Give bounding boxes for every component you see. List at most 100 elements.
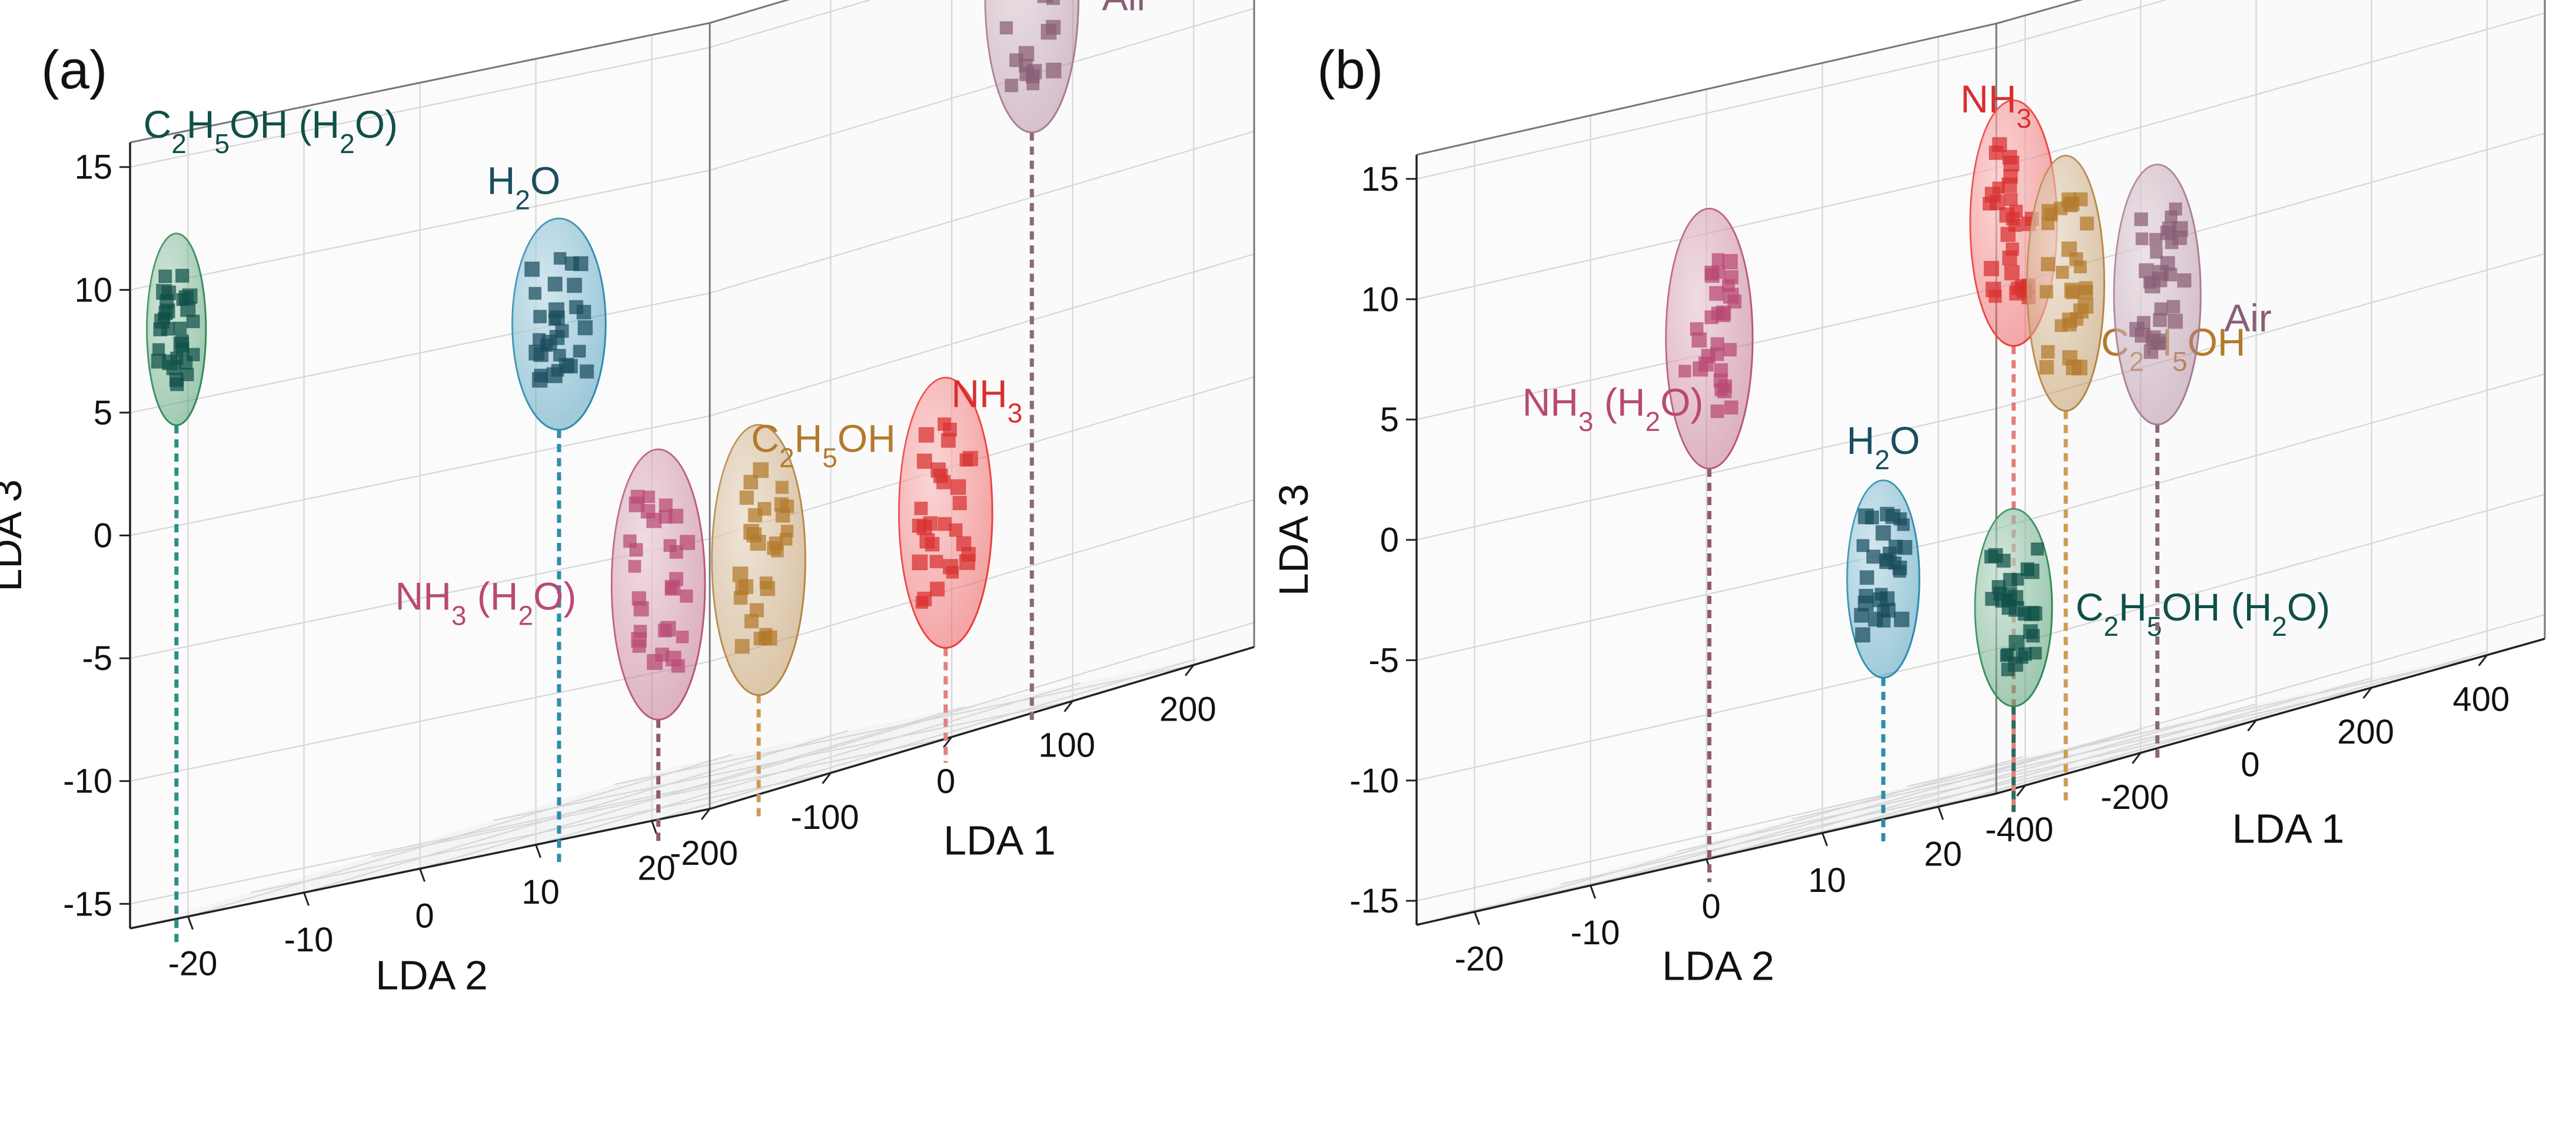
data-point xyxy=(1897,540,1913,555)
data-point xyxy=(747,507,763,523)
data-point xyxy=(2079,216,2095,231)
lda2-tick-label: 20 xyxy=(637,849,676,887)
data-point xyxy=(151,353,167,369)
data-point xyxy=(1041,24,1057,40)
tick-mark xyxy=(2478,654,2488,666)
data-point xyxy=(1714,363,1729,377)
lda2-tick-label: 10 xyxy=(521,873,560,911)
data-point xyxy=(1985,592,1999,606)
data-point xyxy=(943,422,958,437)
data-point xyxy=(1717,383,1732,399)
data-point xyxy=(2172,230,2188,245)
lda3-tick-label: 5 xyxy=(94,394,112,432)
cluster-label: H2O xyxy=(1847,419,1920,475)
data-point xyxy=(2004,265,2020,281)
data-point xyxy=(1983,260,1999,277)
lda3-axis-title: LDA 3 xyxy=(0,479,30,592)
lda2-tick-label: -20 xyxy=(168,945,218,983)
data-point xyxy=(1005,78,1019,92)
data-point xyxy=(2062,350,2078,366)
tick-mark xyxy=(419,868,426,883)
lda3-tick-label: 10 xyxy=(74,271,112,309)
cluster-nh3: NH3 xyxy=(898,372,1022,763)
data-point xyxy=(1893,611,1910,628)
data-point xyxy=(2009,285,2025,301)
lda3-tick-label: 15 xyxy=(74,148,112,187)
tick-mark xyxy=(1937,806,1944,820)
data-point xyxy=(1704,310,1719,324)
data-point xyxy=(2079,285,2093,300)
data-point xyxy=(918,427,935,443)
data-point xyxy=(175,268,190,283)
panel-label: (a) xyxy=(41,40,107,100)
tick-mark xyxy=(700,808,711,820)
data-point xyxy=(1037,0,1053,4)
data-point xyxy=(912,554,928,570)
data-point xyxy=(930,462,946,478)
cluster-c2h5oh-h2o-: C2H5OH (H2O) xyxy=(1974,507,2330,812)
data-point xyxy=(533,310,547,324)
data-point xyxy=(1019,66,1035,81)
panel-a-plot: -15-10-5051015-20-1001020-200-1000100200… xyxy=(0,0,1255,998)
ellipsoid-shine xyxy=(1666,208,1753,469)
lda3-tick-label: 0 xyxy=(94,517,112,555)
data-point xyxy=(2144,277,2160,294)
lda3-tick-label: -15 xyxy=(1350,882,1399,920)
data-point xyxy=(646,653,663,671)
data-point xyxy=(2008,635,2025,651)
data-point xyxy=(2169,202,2182,216)
data-point xyxy=(2027,606,2043,621)
data-point xyxy=(1854,627,1871,643)
tick-mark xyxy=(187,916,194,930)
data-point xyxy=(912,518,927,533)
tick-labels: -15 -10 -5 0 5 10 15 -20 -10 0 10 20 -400 -200 0 200 400 xyxy=(1350,160,2509,978)
data-point xyxy=(2153,313,2168,327)
data-point xyxy=(548,302,565,319)
data-point xyxy=(679,535,696,550)
data-point xyxy=(744,613,759,629)
data-point xyxy=(567,277,583,293)
data-point xyxy=(2000,649,2013,662)
lda1-axis-line xyxy=(709,646,1255,810)
box-edge xyxy=(1416,22,1997,156)
data-point xyxy=(2069,252,2083,266)
lda1-tick-label: -200 xyxy=(670,834,738,872)
data-point xyxy=(2149,245,2163,259)
data-point xyxy=(1859,570,1874,585)
data-point xyxy=(2003,168,2018,184)
data-point xyxy=(631,591,647,606)
data-point xyxy=(630,489,645,504)
data-point xyxy=(1723,343,1737,357)
data-point xyxy=(1857,595,1874,612)
data-point xyxy=(2030,542,2045,556)
data-point xyxy=(547,276,563,292)
data-point xyxy=(1872,592,1888,608)
data-point xyxy=(2026,629,2040,643)
data-point xyxy=(2134,212,2148,227)
cluster-nh3-h2o-: NH3 (H2O) xyxy=(1523,207,1754,883)
data-point xyxy=(178,356,193,370)
tick-mark xyxy=(2132,752,2142,764)
data-point xyxy=(573,344,586,358)
data-point xyxy=(775,480,789,495)
tick-mark xyxy=(2016,785,2026,797)
lda2-tick-label: 0 xyxy=(1701,888,1720,926)
data-point xyxy=(679,589,693,603)
data-point xyxy=(579,364,594,379)
data-point xyxy=(1678,364,1691,378)
data-point xyxy=(734,639,750,654)
data-point xyxy=(2000,227,2016,243)
ellipsoid-shine xyxy=(899,377,993,648)
lda2-tick-label: -10 xyxy=(284,921,334,959)
data-point xyxy=(938,517,952,532)
data-point xyxy=(669,572,684,586)
data-point xyxy=(541,334,557,351)
tick-mark xyxy=(1822,832,1828,847)
box-edge xyxy=(129,22,710,144)
ellipsoid-shine xyxy=(2114,164,2201,425)
data-point xyxy=(154,313,169,329)
data-point xyxy=(929,581,945,597)
data-point xyxy=(628,559,641,573)
data-point xyxy=(663,539,677,552)
